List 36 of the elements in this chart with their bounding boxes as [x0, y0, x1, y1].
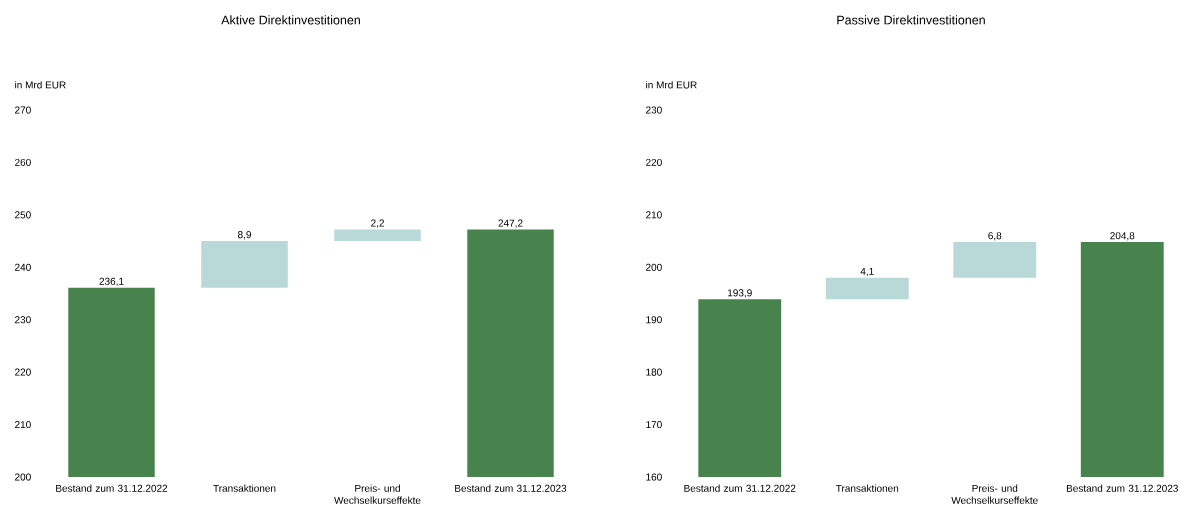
- x-tick-label: Bestand zum 31.12.2022: [684, 484, 796, 492]
- chart-title: Passive Direktinvestitionen: [837, 15, 985, 25]
- y-tick-label: 240: [15, 263, 31, 271]
- y-tick-label: 230: [15, 316, 31, 324]
- x-tick-label: Bestand zum 31.12.2022: [56, 484, 168, 492]
- y-tick-label: 190: [646, 316, 662, 324]
- y-tick-label: 200: [15, 473, 31, 481]
- y-tick-label: 220: [646, 158, 662, 166]
- y-tick-label: 170: [646, 421, 662, 429]
- y-tick-label: 200: [646, 263, 662, 271]
- y-tick-label: 230: [646, 106, 662, 114]
- y-tick-label: 160: [646, 473, 662, 481]
- data-label: 8,9: [237, 231, 251, 240]
- x-tick-label: Bestand zum 31.12.2023: [455, 484, 567, 492]
- y-tick-label: 210: [15, 421, 31, 429]
- data-label: 236,1: [99, 277, 124, 287]
- x-tick-label: Transaktionen: [835, 484, 899, 492]
- data-label: 2,2: [371, 219, 384, 228]
- y-axis-title: in Mrd EUR: [15, 81, 66, 89]
- data-label: 204,8: [1110, 232, 1135, 241]
- y-tick-label: 250: [15, 211, 31, 219]
- y-tick-label: 270: [15, 106, 31, 114]
- chart-title: Aktive Direktinvestitionen: [221, 15, 360, 25]
- y-tick-label: 260: [15, 158, 31, 166]
- x-tick-label: Preis- und Wechselkurseffekte: [334, 484, 421, 504]
- y-tick-label: 220: [15, 368, 31, 376]
- y-axis-title: in Mrd EUR: [646, 81, 697, 89]
- y-tick-label: 210: [646, 211, 662, 219]
- data-label: 247,2: [498, 219, 523, 228]
- data-label: 4,1: [860, 267, 874, 277]
- x-tick-label: Transaktionen: [213, 484, 276, 492]
- x-tick-label: Preis- und Wechselkurseffekte: [951, 484, 1038, 504]
- y-tick-label: 180: [646, 368, 662, 376]
- data-label: 193,9: [728, 289, 752, 298]
- x-tick-label: Bestand zum 31.12.2023: [1066, 484, 1178, 492]
- data-label: 6,8: [988, 232, 1002, 241]
